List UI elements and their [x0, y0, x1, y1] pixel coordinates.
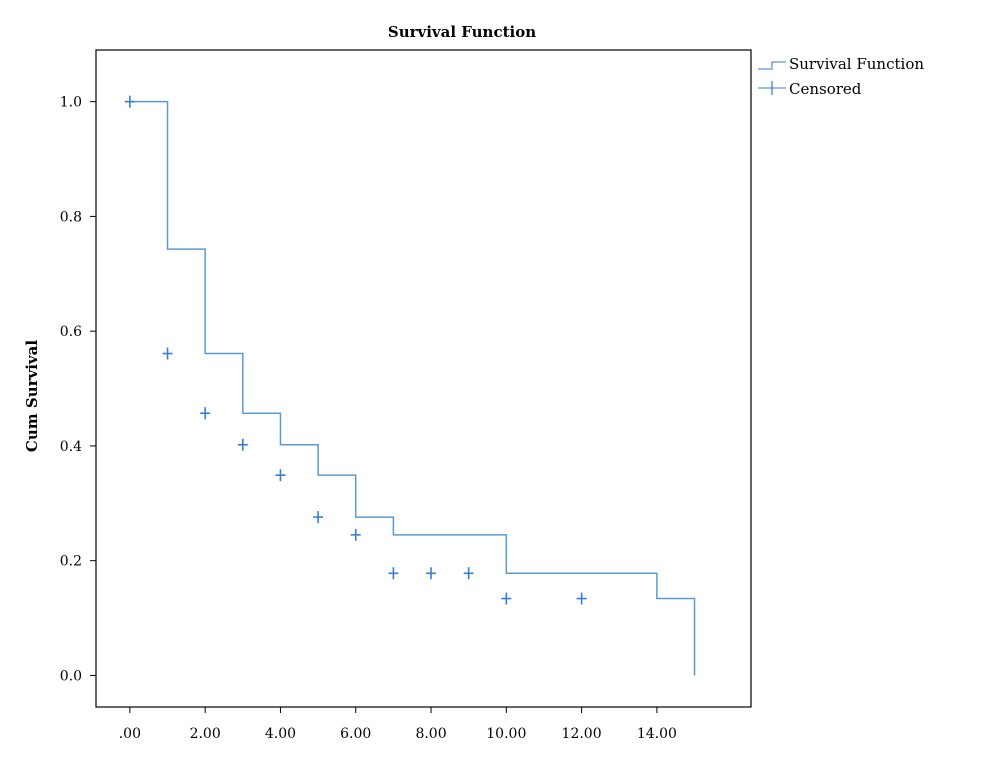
- survival-step-line: [129, 100, 696, 676]
- chart-title: Survival Function: [388, 23, 536, 41]
- censored-marker: [388, 567, 399, 580]
- censored-markers: [124, 95, 587, 605]
- x-tick-label: .00: [119, 726, 141, 742]
- censored-marker: [237, 438, 248, 451]
- censored-marker: [426, 567, 437, 580]
- legend-survival-label: Survival Function: [789, 55, 924, 73]
- y-tick-label: 0.2: [60, 554, 82, 570]
- x-tick-label: 14.00: [637, 726, 677, 742]
- x-tick-label: 2.00: [190, 726, 221, 742]
- censored-marker: [275, 469, 286, 482]
- censored-marker: [124, 95, 135, 108]
- x-tick-label: 6.00: [340, 726, 371, 742]
- y-axis-label: Cum Survival: [23, 340, 41, 452]
- censored-marker: [501, 592, 512, 605]
- y-tick-label: 0.0: [60, 668, 82, 684]
- censored-marker: [350, 528, 361, 541]
- censored-marker: [463, 567, 474, 580]
- legend-censored-label: Censored: [789, 80, 862, 98]
- plot-frame: [95, 49, 752, 708]
- censored-marker: [200, 407, 211, 420]
- y-axis: 0.0 0.2 0.4 0.6 0.8 1.0: [60, 95, 96, 684]
- x-tick-label: 8.00: [415, 726, 446, 742]
- y-tick-label: 0.8: [60, 209, 82, 225]
- y-tick-label: 1.0: [60, 95, 82, 111]
- censored-marker: [313, 511, 324, 524]
- y-tick-label: 0.4: [60, 439, 82, 455]
- x-tick-label: 10.00: [486, 726, 526, 742]
- censored-marker: [576, 592, 587, 605]
- legend: Survival Function Censored: [758, 55, 924, 98]
- x-tick-label: 4.00: [265, 726, 296, 742]
- legend-survival-symbol: [758, 61, 786, 70]
- x-tick-label: 12.00: [562, 726, 602, 742]
- y-tick-label: 0.6: [60, 324, 82, 340]
- survival-curve: [129, 100, 696, 676]
- censored-marker: [162, 347, 173, 360]
- x-axis: .00 2.00 4.00 6.00 8.00 10.00 12.00 14.00: [119, 707, 677, 742]
